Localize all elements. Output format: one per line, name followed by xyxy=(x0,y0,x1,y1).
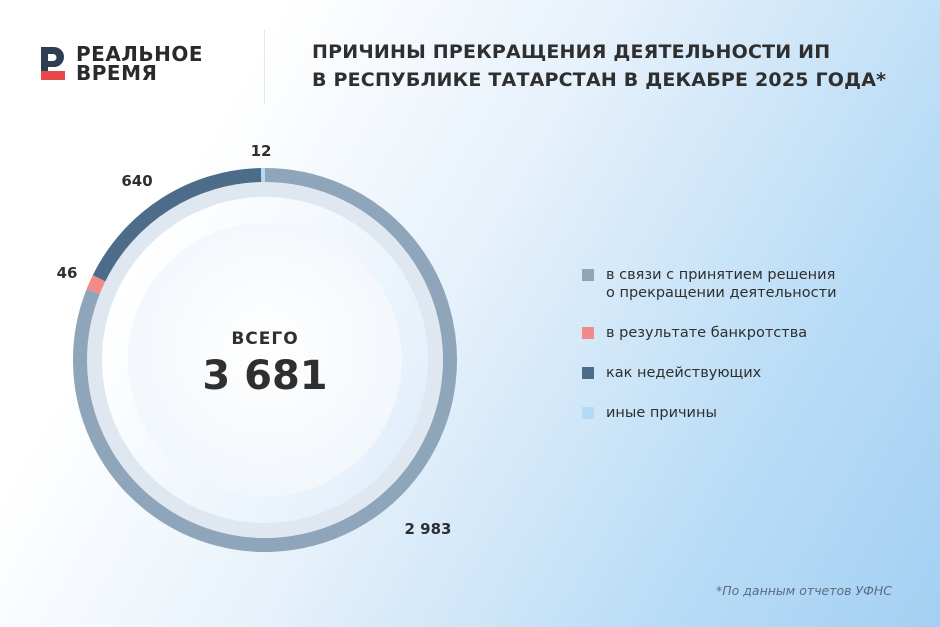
legend-swatch xyxy=(582,327,594,339)
title-line-2: В РЕСПУБЛИКЕ ТАТАРСТАН В ДЕКАБРЕ 2025 ГО… xyxy=(312,69,887,91)
brand-line-1: РЕАЛЬНОЕ xyxy=(76,42,204,66)
slice-value-label: 46 xyxy=(57,264,78,282)
slice-value-label: 640 xyxy=(121,172,152,190)
chart-title: ПРИЧИНЫ ПРЕКРАЩЕНИЯ ДЕЯТЕЛЬНОСТИ ИП В РЕ… xyxy=(312,38,912,94)
footnote: *По данным отчетов УФНС xyxy=(716,583,892,598)
donut-center xyxy=(128,223,402,497)
header-divider xyxy=(264,30,265,104)
legend-swatch xyxy=(582,269,594,281)
donut-slices xyxy=(73,168,457,552)
total-label: ВСЕГО xyxy=(231,329,298,349)
legend-label: в связи с принятием решения о прекращени… xyxy=(606,267,837,301)
legend-item: в связи с принятием решения о прекращени… xyxy=(582,266,837,302)
brand-logo: РЕАЛЬНОЕ ВРЕМЯ xyxy=(38,42,204,85)
donut-slice xyxy=(86,275,106,295)
slice-value-label: 12 xyxy=(251,142,272,160)
donut-slice xyxy=(92,168,262,282)
legend-label: как недействующих xyxy=(606,365,762,381)
title-line-1: ПРИЧИНЫ ПРЕКРАЩЕНИЯ ДЕЯТЕЛЬНОСТИ ИП xyxy=(312,41,831,63)
slice-labels: 2 983 46 640 12 xyxy=(57,142,452,538)
legend-item: иные причины xyxy=(582,404,837,422)
legend-label: в результате банкротства xyxy=(606,325,808,341)
legend-label: иные причины xyxy=(606,405,717,421)
legend-swatch xyxy=(582,407,594,419)
total-value: 3 681 xyxy=(202,353,327,399)
brand-name: РЕАЛЬНОЕ ВРЕМЯ xyxy=(76,42,204,85)
chart-legend: в связи с принятием решения о прекращени… xyxy=(582,266,837,422)
donut-inner-ring xyxy=(84,179,446,541)
legend-item: как недействующих xyxy=(582,364,837,382)
legend-swatch xyxy=(582,367,594,379)
brand-line-2: ВРЕМЯ xyxy=(76,61,158,85)
legend-item: в результате банкротства xyxy=(582,324,837,342)
donut-slice xyxy=(73,168,457,552)
brand-logo-icon xyxy=(41,47,65,80)
slice-value-label: 2 983 xyxy=(405,520,452,538)
